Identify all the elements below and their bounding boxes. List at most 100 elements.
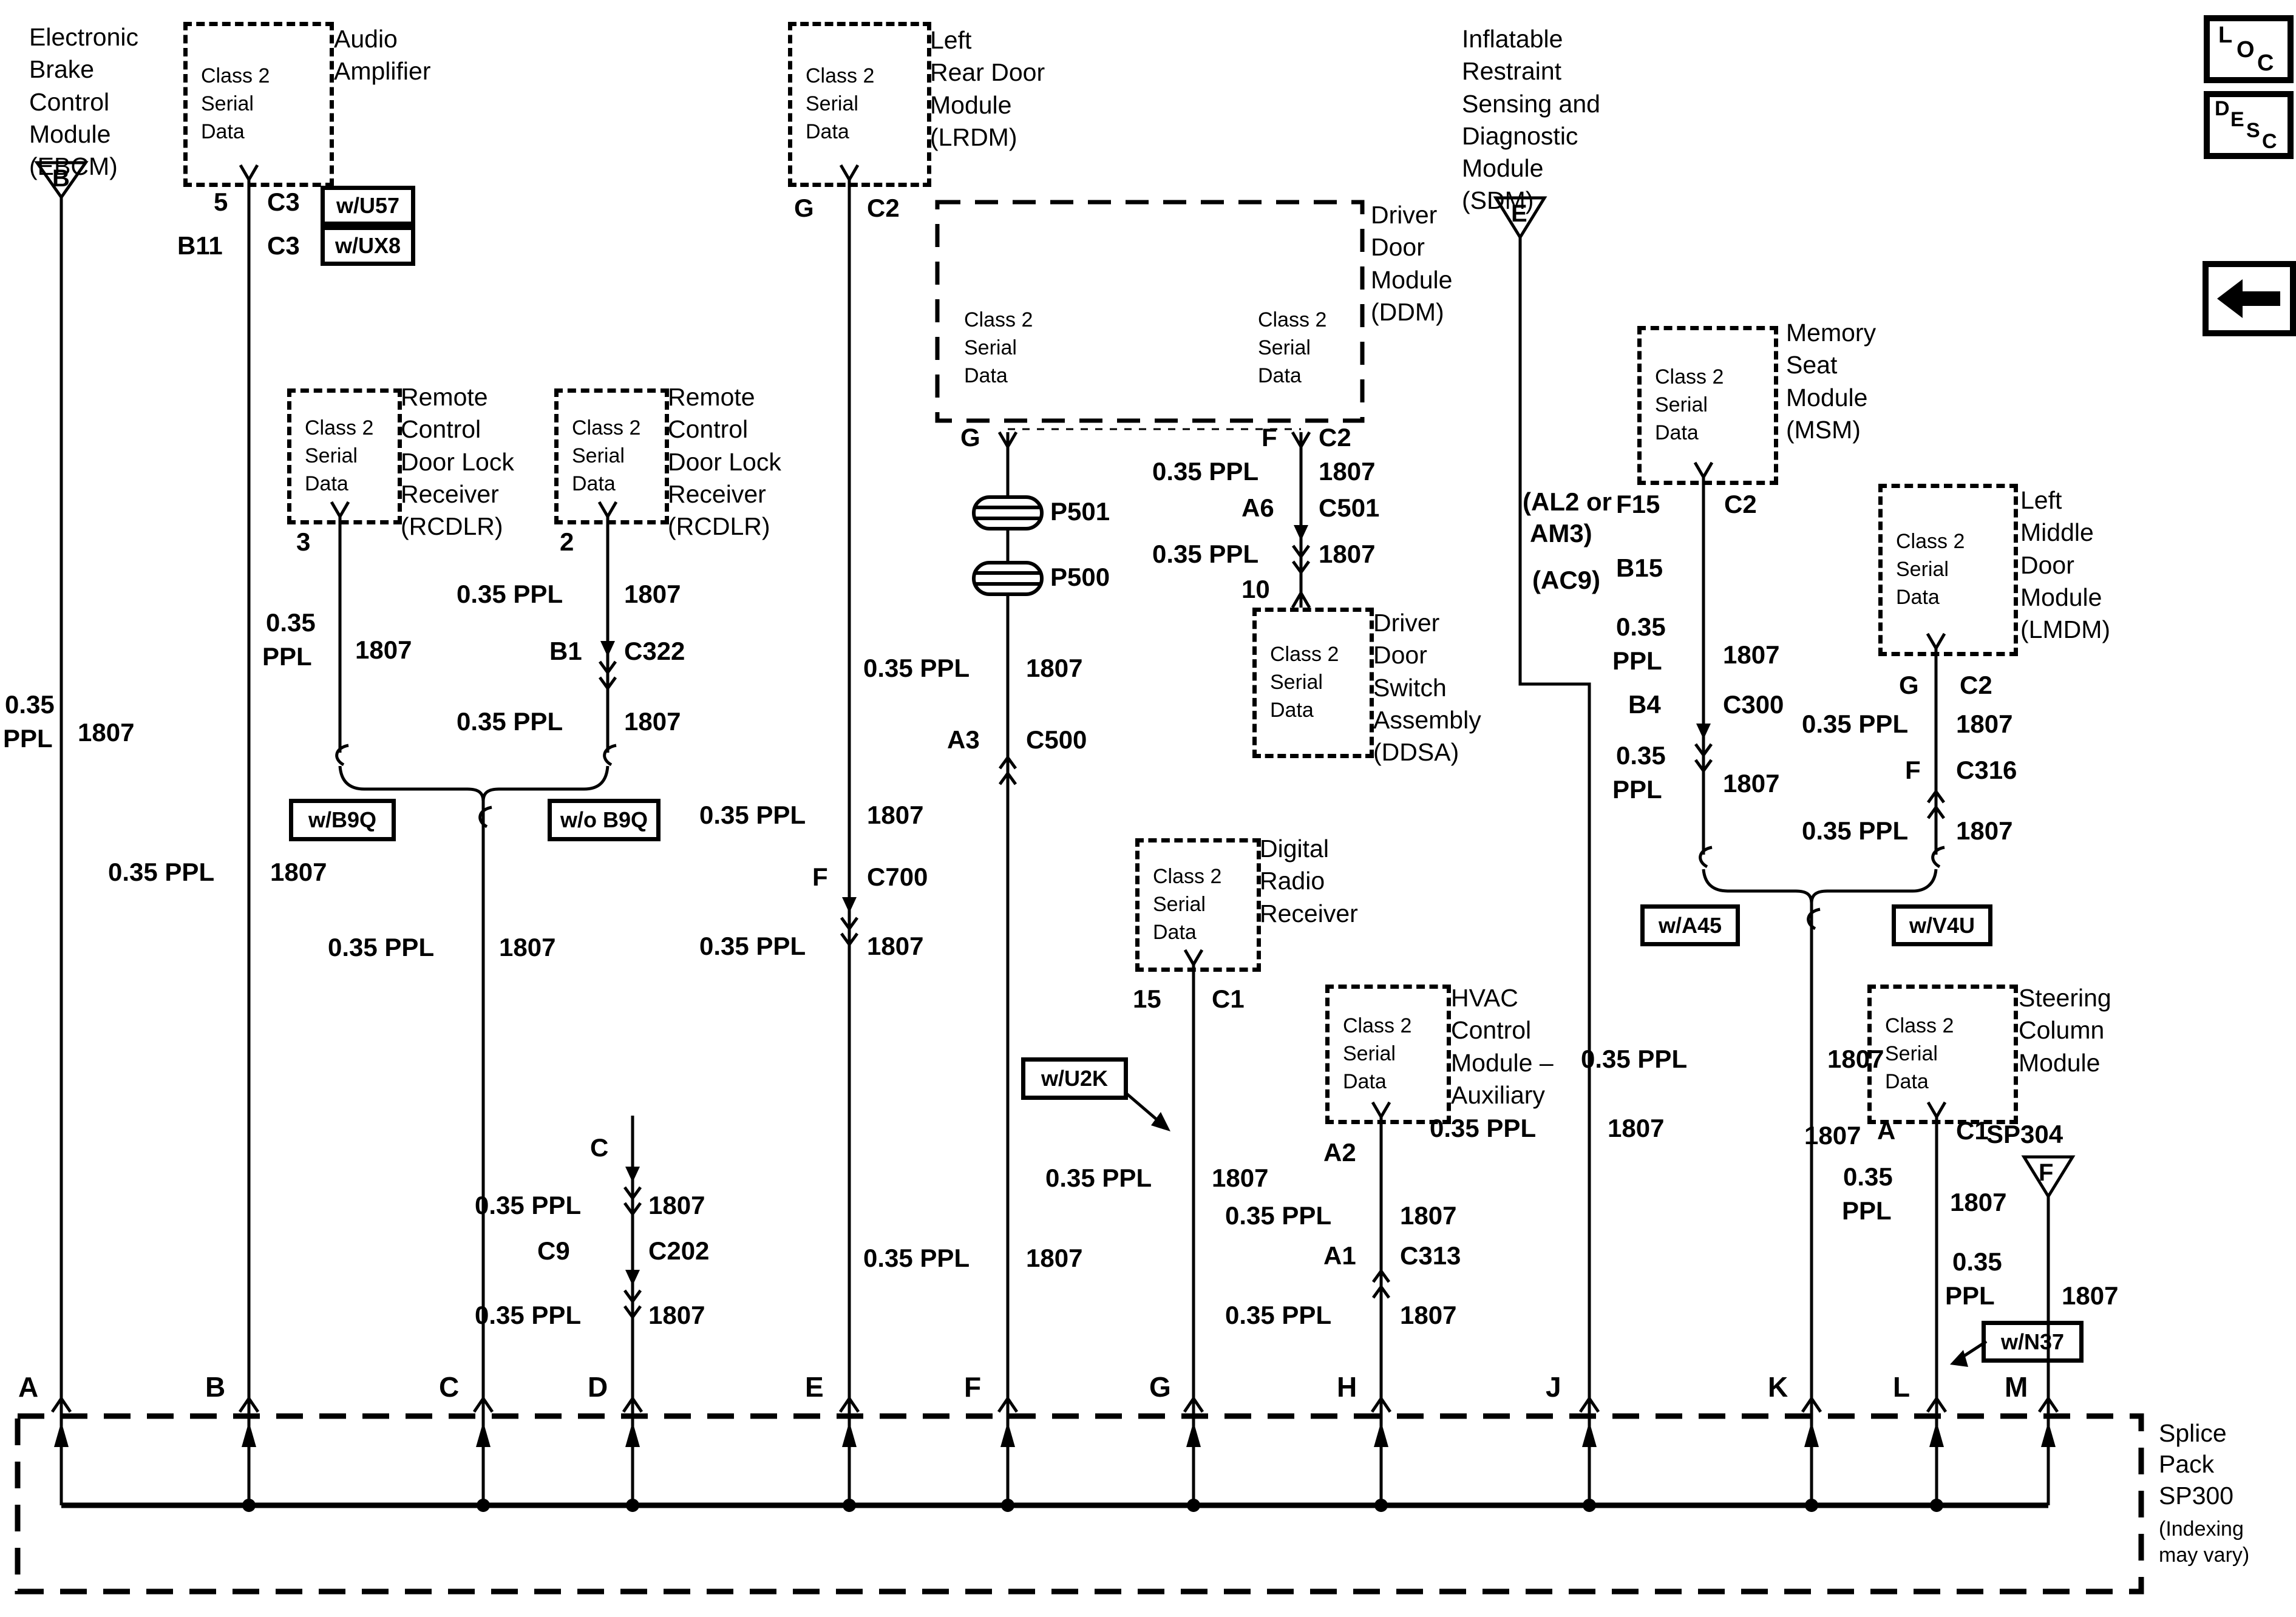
theft-pin-c9: C9: [537, 1236, 570, 1265]
splice-terminal-d: D: [588, 1371, 608, 1403]
splice-terminal-e: E: [805, 1371, 824, 1403]
hvac-wire2-size-color: 0.35 PPL: [1225, 1301, 1332, 1329]
lrdm-pin-f: F: [812, 863, 828, 891]
ddm-f-wire-size-color: 0.35 PPL: [1152, 457, 1259, 486]
loc-button-letter: L: [2218, 22, 2233, 48]
colm-wire-size: 0.35: [1952, 1247, 2002, 1276]
ddm-f-pin-a6: A6: [1241, 493, 1274, 522]
ddsa-title: Driver Door Switch Assembly (DDSA): [1373, 609, 1481, 767]
pass-through-p501-symbol: [972, 495, 1044, 531]
splice-pack-title: Splice Pack SP300: [2159, 1419, 2234, 1510]
rcdlr1-wire-circuit: 1807: [355, 636, 412, 664]
audio-pin-b11: B11: [177, 231, 223, 260]
pigtail-curl: [1699, 846, 1713, 869]
hvac-class2-box: Class 2 Serial Data: [1325, 985, 1451, 1124]
sp304-label: SP304: [1986, 1120, 2063, 1148]
rcdlr2-wire2-circuit: 1807: [624, 707, 681, 736]
badge-w-ux8: w/UX8: [321, 226, 415, 266]
msm-conn-c2: C2: [1724, 490, 1757, 518]
lmdm-class2-box: Class 2 Serial Data: [1878, 484, 2018, 656]
pigtail-curl: [335, 744, 349, 767]
ebcm-wire-color: PPL: [3, 724, 53, 753]
pass-through-p501-label: P501: [1050, 497, 1110, 526]
pigtail-curl: [478, 805, 492, 829]
hvac-pin-a2: A2: [1323, 1138, 1356, 1167]
theft-pin-c: C: [590, 1133, 609, 1162]
ddm-dashed-box: [935, 200, 1365, 423]
ebcm-triangle: [34, 161, 89, 200]
pass-through-p500-label: P500: [1050, 563, 1110, 591]
radio-class2-box-text: Class 2 Serial Data: [1153, 865, 1222, 944]
rcdlr2-class2-box-text: Class 2 Serial Data: [572, 416, 641, 495]
ddm-title: Driver Door Module (DDM): [1371, 201, 1453, 326]
connector-chevrons-up: [998, 754, 1946, 1299]
sdm-triangle-letter: E: [1511, 200, 1527, 227]
rcdlr2-pin-b1: B1: [549, 637, 582, 665]
splice-terminal-c: C: [439, 1371, 460, 1403]
ddm-f-wire2-circuit: 1807: [1319, 540, 1376, 568]
radio-pin-15: 15: [1133, 985, 1161, 1013]
lrdm-conn-c700: C700: [867, 863, 928, 891]
pigtail-curl: [603, 744, 617, 767]
theft-conn-c202: C202: [648, 1236, 710, 1265]
digital-radio-title: Digital Radio Receiver: [1260, 835, 1358, 927]
desc-button[interactable]: D E S C: [2204, 91, 2294, 159]
colm-wire-circuit: 1807: [2062, 1281, 2119, 1310]
ddm-g-wire2-size-color: 0.35 PPL: [863, 1244, 970, 1272]
ddm-f-conn-c501: C501: [1319, 493, 1380, 522]
loc-button-letter: O: [2237, 37, 2255, 63]
msm-title: Memory Seat Module (MSM): [1786, 319, 1877, 444]
back-arrow-icon: [2217, 279, 2280, 318]
msm-wire-color: PPL: [1612, 646, 1662, 675]
sdm-note-al2-or: (AL2 or: [1523, 487, 1612, 516]
radio-class2-box: Class 2 Serial Data: [1135, 838, 1261, 972]
theft-wire2-size-color: 0.35 PPL: [475, 1301, 582, 1329]
connector-chevrons-down: [598, 544, 1713, 1320]
badge-w-v4u: w/V4U: [1892, 904, 1992, 946]
sp304-triangle: [2021, 1155, 2076, 1199]
rcdlr2-class2-box: Class 2 Serial Data: [554, 388, 669, 524]
ddm-f-wire-circuit: 1807: [1319, 457, 1376, 486]
rcdlr1-class2-box: Class 2 Serial Data: [287, 388, 402, 524]
lrdm-wire-circuit: 1807: [867, 801, 924, 829]
lmdm-pin-g: G: [1899, 671, 1919, 699]
ddm-g-pin-a3: A3: [947, 725, 980, 754]
ebcm-wire-circuit: 1807: [78, 718, 135, 747]
audio-class2-box-text: Class 2 Serial Data: [201, 64, 270, 143]
wire-sdm: [1518, 237, 1591, 1505]
badge-w-u2k: w/U2K: [1021, 1057, 1128, 1100]
rcdlr2-wire-circuit: 1807: [624, 580, 681, 608]
ddm-g-wire2-circuit: 1807: [1026, 1244, 1083, 1272]
rcdlr2-title: Remote Control Door Lock Receiver (RCDLR…: [668, 383, 781, 541]
colc-wire-circuit: 1807: [499, 933, 556, 961]
badge-w-n37: w/N37: [1982, 1321, 2084, 1363]
hvac-pin-a1: A1: [1323, 1241, 1356, 1270]
splice-terminal-f: F: [964, 1371, 982, 1403]
theft-wire-circuit: 1807: [648, 1191, 705, 1219]
loc-button[interactable]: L O C: [2204, 15, 2294, 83]
sdm-note-ac9: (AC9): [1532, 566, 1600, 594]
colk-wire-circuit: 1807: [1827, 1045, 1884, 1073]
splice-pack-note: (Indexing may vary): [2159, 1517, 2250, 1567]
hvac-wire-size-color: 0.35 PPL: [1225, 1201, 1332, 1230]
lmdm-wire2-circuit: 1807: [1956, 816, 2013, 845]
sdm-title: Inflatable Restraint Sensing and Diagnos…: [1462, 25, 1600, 215]
back-button[interactable]: [2203, 261, 2296, 336]
sdm-wire-circuit: 1807: [1608, 1114, 1665, 1142]
pin-forks: [239, 164, 1947, 1120]
splice-terminal-a: A: [18, 1371, 39, 1403]
ddm-pin-f: F: [1262, 423, 1277, 452]
lrdm-pin-g: G: [794, 194, 814, 222]
splice-terminal-l: L: [1893, 1371, 1911, 1403]
msm-wire2-size: 0.35: [1616, 741, 1666, 770]
msm-pin-b4: B4: [1628, 690, 1661, 719]
lrdm-wire-size-color: 0.35 PPL: [699, 801, 806, 829]
badge-wo-b9q: w/o B9Q: [548, 799, 661, 841]
ddm-g-conn-c500: C500: [1026, 725, 1087, 754]
brace-rcdlr-merge: [338, 765, 610, 802]
desc-button-letter: C: [2262, 130, 2277, 153]
lrdm-wire2-size-color: 0.35 PPL: [699, 932, 806, 960]
w-u2k-arrow-line: [1126, 1093, 1162, 1124]
ddsa-pin-10: 10: [1241, 575, 1270, 603]
badge-w-b9q: w/B9Q: [289, 799, 396, 841]
